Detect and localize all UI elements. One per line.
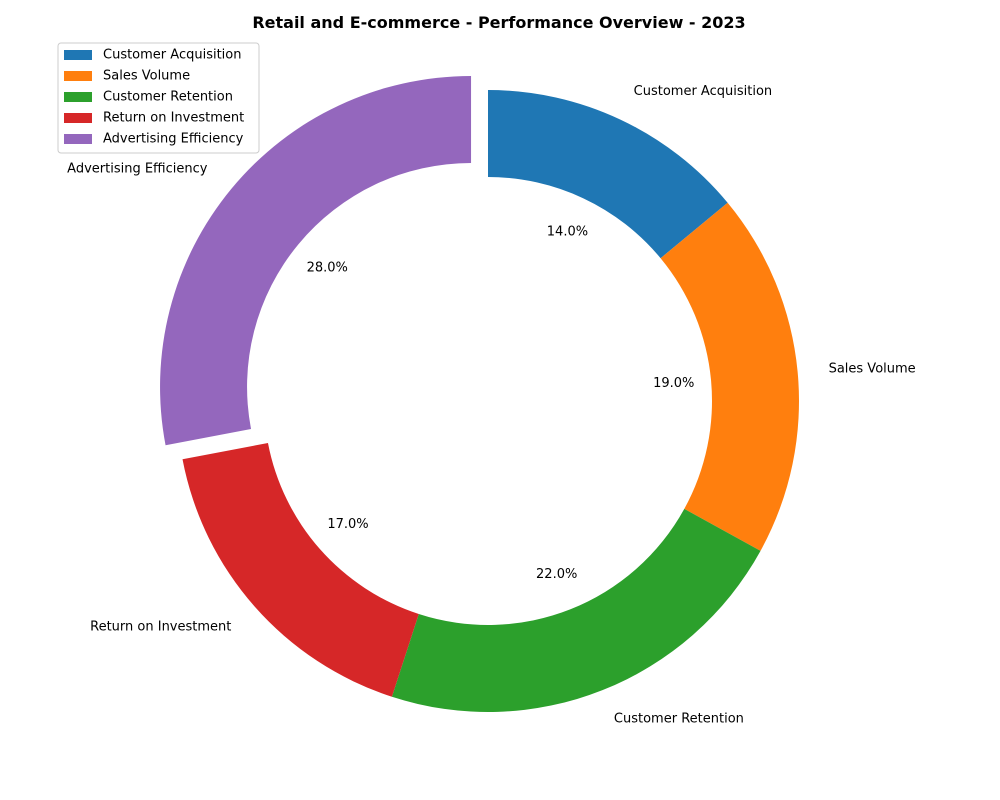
legend-label-customer-acquisition: Customer Acquisition bbox=[103, 48, 241, 63]
slice-label-customer-acquisition: Customer Acquisition bbox=[634, 84, 772, 99]
slice-percent-labels: 14.0% 19.0% 22.0% 17.0% 28.0% bbox=[307, 225, 695, 582]
legend: Customer Acquisition Sales Volume Customer… bbox=[57, 42, 260, 154]
percent-label-customer-acquisition: 14.0% bbox=[547, 225, 588, 240]
percent-label-advertising-efficiency: 28.0% bbox=[307, 261, 348, 276]
legend-frame bbox=[57, 42, 260, 154]
legend-label-customer-retention: Customer Retention bbox=[103, 90, 233, 105]
legend-label-return-on-investment: Return on Investment bbox=[103, 111, 244, 126]
slice-return-on-investment bbox=[182, 442, 419, 697]
legend-swatch-sales-volume bbox=[64, 71, 92, 81]
legend-swatch-return-on-investment bbox=[64, 113, 92, 123]
chart-title: Retail and E-commerce - Performance Over… bbox=[252, 13, 745, 32]
slice-label-sales-volume: Sales Volume bbox=[829, 361, 916, 376]
legend-label-sales-volume: Sales Volume bbox=[103, 69, 190, 84]
legend-items: Customer Acquisition Sales Volume Customer… bbox=[64, 48, 244, 147]
slice-customer-retention bbox=[391, 508, 761, 712]
slice-advertising-efficiency bbox=[160, 75, 472, 446]
slice-sales-volume bbox=[660, 202, 799, 551]
slice-customer-acquisition bbox=[488, 90, 728, 259]
slice-outer-labels: Customer Acquisition Sales Volume Customer… bbox=[67, 84, 916, 727]
slice-label-customer-retention: Customer Retention bbox=[614, 712, 744, 727]
donut-slices bbox=[160, 75, 799, 712]
percent-label-return-on-investment: 17.0% bbox=[327, 517, 368, 532]
slice-label-return-on-investment: Return on Investment bbox=[90, 620, 231, 635]
percent-label-customer-retention: 22.0% bbox=[536, 567, 577, 582]
legend-swatch-customer-retention bbox=[64, 92, 92, 102]
legend-swatch-advertising-efficiency bbox=[64, 134, 92, 144]
percent-label-sales-volume: 19.0% bbox=[653, 376, 694, 391]
slice-label-advertising-efficiency: Advertising Efficiency bbox=[67, 161, 208, 176]
legend-label-advertising-efficiency: Advertising Efficiency bbox=[103, 132, 244, 147]
legend-swatch-customer-acquisition bbox=[64, 50, 92, 60]
